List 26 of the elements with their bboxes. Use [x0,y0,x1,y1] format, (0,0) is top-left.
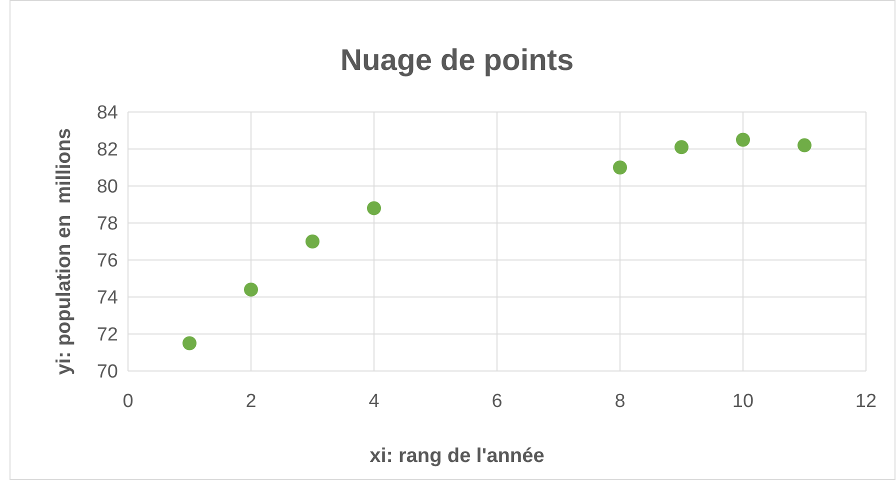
point [674,140,688,154]
chart-title: Nuage de points [340,44,574,77]
x-axis-title: xi: rang de l'année [370,445,544,467]
point [798,138,812,152]
y-tick-label: 84 [96,102,118,124]
x-tick-label: 0 [122,391,134,412]
y-tick-label: 74 [96,288,118,309]
y-tick-label: 76 [96,250,118,272]
x-tick-label: 2 [246,391,256,412]
y-tick-label: 80 [96,176,118,198]
x-tick-label: 10 [732,391,754,412]
y-tick-label: 78 [96,214,118,235]
y-tick-label: 70 [96,362,118,383]
point [244,282,258,297]
x-tick-label: 8 [614,391,626,412]
point [736,132,750,147]
y-tick-label: 82 [96,140,118,161]
point [306,234,320,248]
point [182,336,196,350]
point [613,160,627,174]
point [367,201,381,216]
x-tick-label: 6 [492,391,502,412]
y-tick-label: 72 [96,324,118,346]
y-axis-title: yi: population en millions [53,128,75,375]
x-tick-label: 4 [368,391,380,412]
x-tick-label: 12 [855,391,877,412]
